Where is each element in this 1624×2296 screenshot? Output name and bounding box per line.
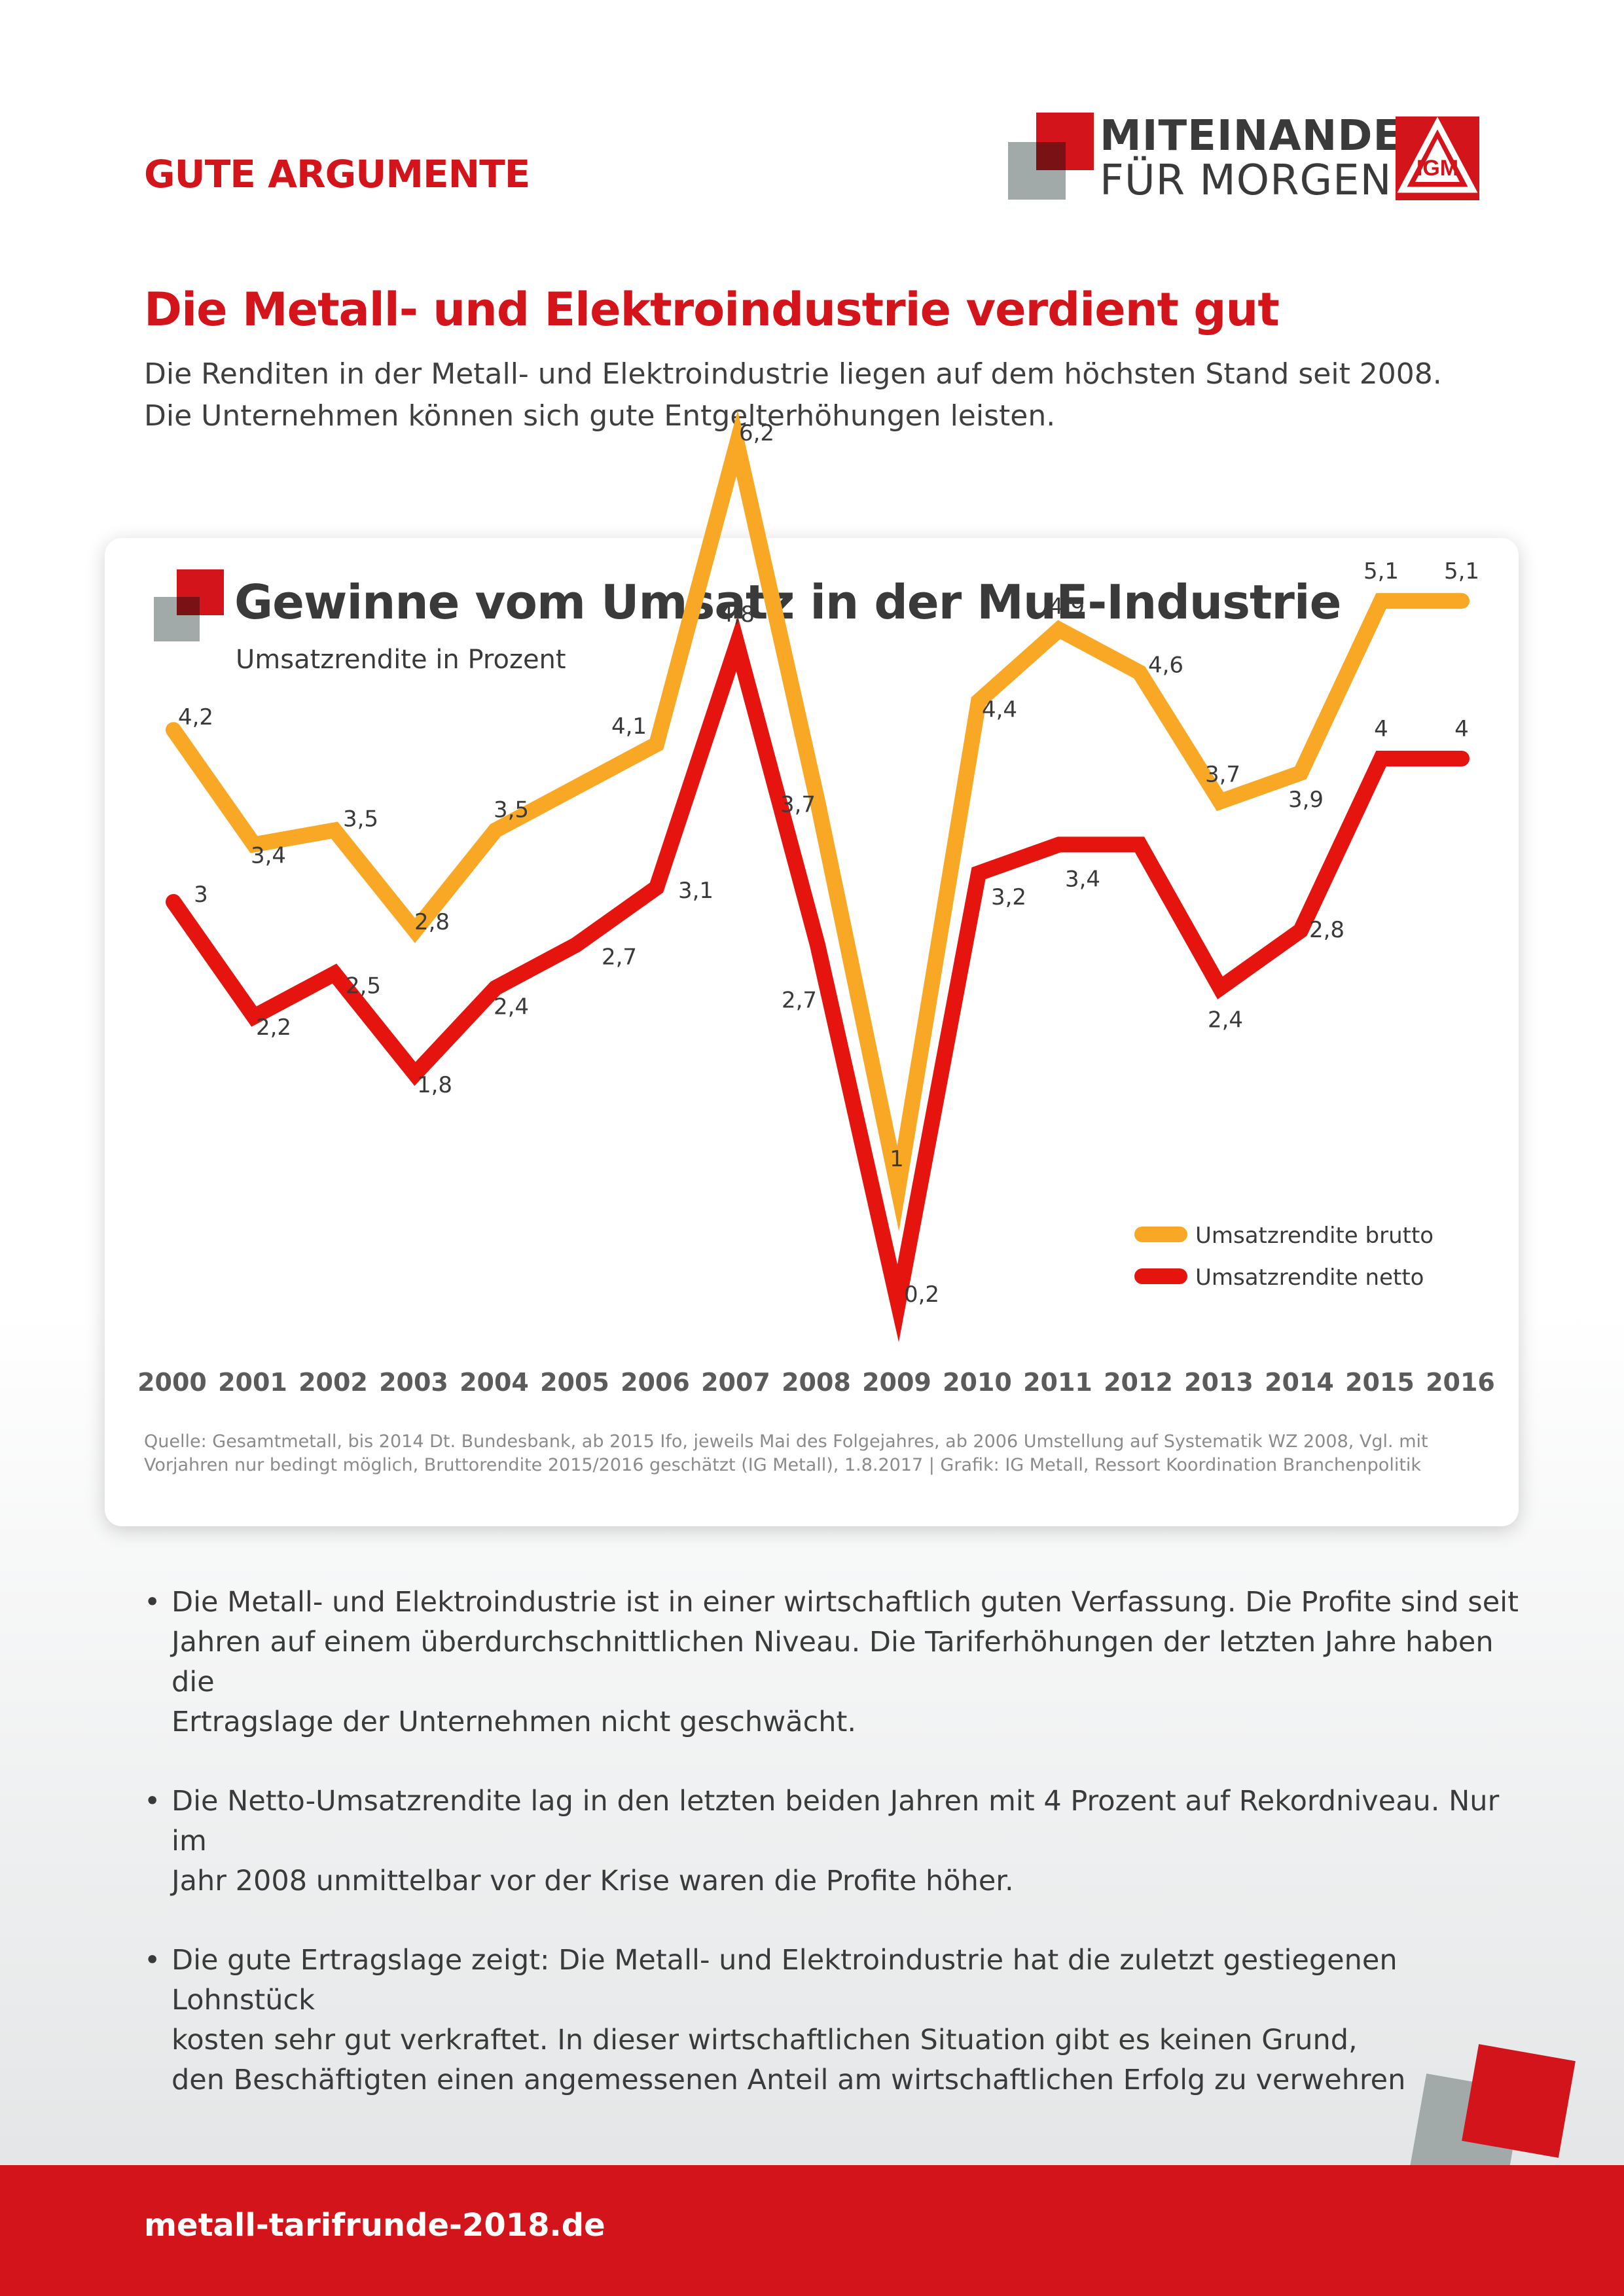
- x-tick-label: 2010: [943, 1368, 1012, 1397]
- chart-overlap-square: [177, 597, 200, 615]
- x-tick-label: 2009: [862, 1368, 931, 1397]
- x-tick-label: 2003: [379, 1368, 448, 1397]
- data-label: 2,7: [782, 988, 817, 1014]
- chart-title: Gewinne vom Umsatz in der MuE-Industrie: [234, 575, 1341, 630]
- series-line-brutto: [166, 410, 1470, 1232]
- argument-item: Die Metall- und Elektroindustrie ist in …: [144, 1583, 1519, 1742]
- data-label: 2,7: [602, 944, 637, 971]
- data-label: 3,5: [494, 797, 529, 823]
- source-line-1: Quelle: Gesamtmetall, bis 2014 Dt. Bunde…: [144, 1431, 1428, 1452]
- x-tick-label: 2016: [1426, 1368, 1495, 1397]
- argument-line: Die gute Ertragslage zeigt: Die Metall- …: [171, 1944, 1398, 2017]
- argument-line: Ertragslage der Unternehmen nicht geschw…: [171, 1706, 857, 1738]
- data-label: 2,4: [1208, 1007, 1243, 1033]
- x-tick-label: 2004: [460, 1368, 529, 1397]
- data-label: 4,8: [719, 601, 755, 628]
- data-label: 5,1: [1363, 558, 1399, 584]
- x-tick-label: 2008: [782, 1368, 851, 1397]
- campaign-logo: MITEINANDER FÜR MORGEN IGM: [1008, 113, 1479, 207]
- argument-line: Die Netto-Umsatzrendite lag in den letzt…: [171, 1785, 1500, 1857]
- data-label: 3,9: [1288, 787, 1324, 813]
- argument-item: Die gute Ertragslage zeigt: Die Metall- …: [144, 1941, 1519, 2100]
- logo-overlap-square: [1036, 142, 1066, 170]
- data-label: 4,9: [1049, 594, 1085, 620]
- intro-text: Die Renditen in der Metall- und Elektroi…: [144, 353, 1519, 437]
- logo-line-2: FÜR MORGEN: [1100, 156, 1392, 205]
- chart-subtitle: Umsatzrendite in Prozent: [236, 645, 566, 675]
- intro-line-1: Die Renditen in der Metall- und Elektroi…: [144, 357, 1442, 391]
- data-label: 4,4: [982, 696, 1017, 723]
- data-label: 5,1: [1444, 558, 1479, 584]
- series-line-netto: [166, 616, 1470, 1342]
- line-chart: 4,2 3,4 3,5 2,8 3,5 4,1 6,2 3,7 1 4,4 4,9 4,6 3,7 3,9…: [137, 410, 1495, 1397]
- argument-line: kosten sehr gut verkraftet. In dieser wi…: [171, 2024, 1358, 2056]
- data-label: 3,2: [991, 884, 1026, 910]
- x-tick-label: 2007: [701, 1368, 770, 1397]
- x-tick-label: 2015: [1345, 1368, 1415, 1397]
- x-tick-label: 2000: [137, 1368, 207, 1397]
- data-label: 3,1: [678, 878, 713, 904]
- decor-red-square: [1462, 2044, 1576, 2158]
- data-label: 0,2: [904, 1282, 939, 1308]
- legend-label: Umsatzrendite netto: [1195, 1265, 1424, 1291]
- logo-line-1: MITEINANDER: [1100, 112, 1435, 160]
- source-note: Quelle: Gesamtmetall, bis 2014 Dt. Bunde…: [144, 1430, 1466, 1477]
- data-label: 3,4: [251, 842, 286, 869]
- data-label: 6,2: [739, 420, 774, 446]
- data-label: 2,8: [1309, 917, 1344, 943]
- source-line-2: Vorjahren nur bedingt möglich, Bruttoren…: [144, 1455, 1422, 1475]
- argument-line: Die Metall- und Elektroindustrie ist in …: [171, 1586, 1519, 1619]
- data-label: 3,4: [1065, 866, 1100, 892]
- data-label: 3,5: [343, 806, 378, 833]
- x-tick-label: 2006: [621, 1368, 690, 1397]
- x-tick-label: 2012: [1104, 1368, 1173, 1397]
- data-label: 4,1: [611, 713, 647, 740]
- data-label: 2,8: [414, 909, 450, 935]
- data-label: 2,2: [256, 1014, 291, 1041]
- x-tick-label: 2011: [1023, 1368, 1092, 1397]
- data-label: 2,4: [494, 994, 529, 1020]
- data-label: 4: [1454, 716, 1469, 742]
- intro-line-2: Die Unternehmen können sich gute Entgelt…: [144, 399, 1056, 433]
- argument-line: Jahr 2008 unmittelbar vor der Krise ware…: [171, 1865, 1014, 1897]
- x-tick-label: 2014: [1265, 1368, 1334, 1397]
- legend-label: Umsatzrendite brutto: [1195, 1223, 1434, 1249]
- x-tick-label: 2013: [1184, 1368, 1254, 1397]
- argument-line: den Beschäftigten einen angemessenen Ant…: [171, 2064, 1406, 2096]
- data-label: 4,6: [1148, 653, 1183, 679]
- footer-url-link[interactable]: metall-tarifrunde-2018.de: [144, 2207, 605, 2244]
- data-label: 4: [1374, 716, 1388, 742]
- data-label: 3,7: [1205, 762, 1240, 788]
- argument-item: Die Netto-Umsatzrendite lag in den letzt…: [144, 1782, 1519, 1901]
- page-title: Die Metall- und Elektroindustrie verdien…: [144, 283, 1280, 336]
- data-label: 1,8: [417, 1072, 452, 1098]
- chart-card: [105, 538, 1519, 1526]
- data-label: 2,5: [346, 973, 381, 999]
- data-label: 4,2: [178, 704, 213, 730]
- data-label: 1: [890, 1146, 904, 1172]
- x-tick-label: 2005: [540, 1368, 609, 1397]
- data-label: 3,7: [780, 792, 816, 818]
- kicker-label: GUTE ARGUMENTE: [144, 152, 530, 196]
- data-label: 3: [194, 882, 208, 908]
- argument-line: Jahren auf einem überdurchschnittlichen …: [171, 1626, 1494, 1698]
- x-tick-label: 2001: [218, 1368, 287, 1397]
- argument-list: Die Metall- und Elektroindustrie ist in …: [144, 1583, 1519, 2140]
- footer-bar: [0, 2165, 1624, 2296]
- svg-text:IGM: IGM: [1416, 156, 1458, 181]
- igm-emblem: IGM: [1396, 117, 1479, 200]
- x-tick-label: 2002: [298, 1368, 368, 1397]
